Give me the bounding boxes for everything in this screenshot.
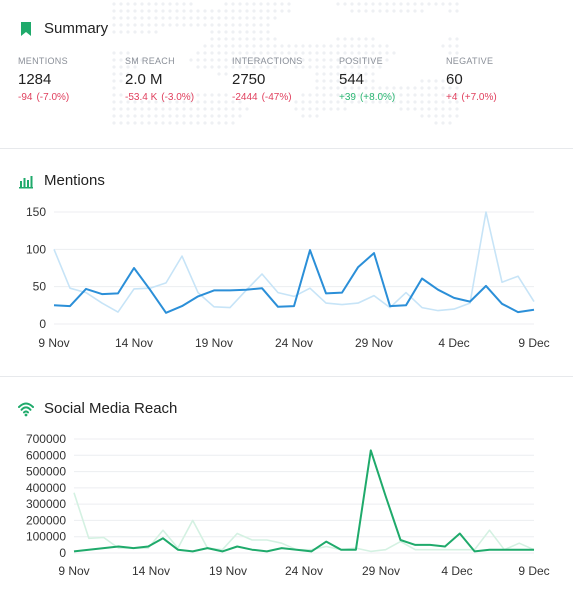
y-tick-label: 500000 (26, 465, 66, 479)
x-tick-label: 14 Nov (132, 564, 170, 578)
divider (0, 376, 573, 377)
y-tick-label: 100 (26, 242, 46, 256)
series-line-previous (53, 211, 535, 313)
x-tick-label: 14 Nov (115, 336, 153, 350)
wifi-icon (18, 402, 34, 416)
mentions-chart: 0 50 100 150 9 Nov 14 Nov 19 Nov 24 Nov 29 Nov 4 … (26, 205, 550, 350)
y-tick-label: 0 (59, 546, 66, 560)
y-tick-label: 0 (39, 317, 46, 331)
stat-label: SM REACH (125, 56, 175, 66)
y-tick-label: 150 (26, 205, 46, 219)
bookmark-icon (21, 21, 31, 36)
stat-delta-percent: (+8.0%) (359, 92, 396, 103)
x-tick-label: 9 Nov (38, 336, 69, 350)
stat-value: 2.0 M (125, 71, 163, 88)
stat-label: POSITIVE (339, 56, 383, 66)
stat-sm-reach: SM REACH 2.0 M -53.4 K (-3.0%) (125, 56, 232, 103)
y-tick-label: 300000 (26, 497, 66, 511)
series-line-current (73, 449, 534, 553)
y-tick-label: 400000 (26, 481, 66, 495)
x-tick-label: 9 Nov (58, 564, 89, 578)
stat-negative: NEGATIVE 60 +4 (+7.0%) (446, 56, 553, 103)
series-line-previous (73, 492, 535, 553)
stat-mentions: MENTIONS 1284 -94 (-7.0%) (18, 56, 125, 103)
series-line-current (53, 249, 535, 314)
x-tick-label: 24 Nov (285, 564, 323, 578)
stat-delta: -94 (-7.0%) (18, 92, 125, 103)
stat-value: 1284 (18, 71, 52, 88)
stat-delta-value: +4 (446, 92, 458, 103)
stat-label: NEGATIVE (446, 56, 494, 66)
x-tick-label: 9 Dec (518, 564, 549, 578)
mentions-header: Mentions (18, 172, 105, 189)
stat-value: 544 (339, 71, 365, 88)
stat-delta: -53.4 K (-3.0%) (125, 92, 232, 103)
stat-delta: +39 (+8.0%) (339, 92, 446, 103)
reach-header: Social Media Reach (18, 400, 177, 417)
x-tick-label: 24 Nov (275, 336, 313, 350)
x-tick-label: 29 Nov (362, 564, 400, 578)
stat-positive: POSITIVE 544 +39 (+8.0%) (339, 56, 446, 103)
x-tick-label: 19 Nov (209, 564, 247, 578)
stat-delta-percent: (+7.0%) (461, 92, 497, 103)
stat-interactions: INTERACTIONS 2750 -2444 (-47%) (232, 56, 339, 103)
y-tick-label: 50 (33, 280, 47, 294)
y-tick-label: 200000 (26, 513, 66, 527)
stat-label: MENTIONS (18, 56, 68, 66)
social-media-reach-chart: 0 100000 200000 300000 400000 500000 600000 700… (26, 432, 550, 578)
stat-value: 60 (446, 71, 463, 88)
x-tick-label: 29 Nov (355, 336, 393, 350)
stat-delta-value: -53.4 K (125, 92, 158, 103)
stat-delta: -2444 (-47%) (232, 92, 339, 103)
reach-title: Social Media Reach (44, 400, 178, 417)
bar-chart-icon (19, 175, 33, 188)
summary-stats: MENTIONS 1284 -94 (-7.0%) SM REACH 2.0 M -53.4… (18, 56, 553, 103)
divider (0, 148, 573, 149)
summary-panel: Summary MENTIONS 1284 -94 (-7.0%) SM REACH 2.… (0, 0, 573, 148)
x-tick-label: 19 Nov (195, 336, 233, 350)
y-tick-label: 700000 (26, 432, 66, 446)
y-tick-label: 600000 (26, 448, 66, 462)
summary-title: Summary (44, 20, 109, 37)
stat-delta-percent: (-47%) (261, 92, 292, 103)
stat-delta: +4 (+7.0%) (446, 92, 553, 103)
stat-label: INTERACTIONS (232, 56, 303, 66)
y-tick-label: 100000 (26, 530, 66, 544)
stat-delta-percent: (-7.0%) (36, 92, 70, 103)
stat-delta-percent: (-3.0%) (161, 92, 195, 103)
stat-delta-value: +39 (339, 92, 356, 103)
stat-delta-value: -2444 (232, 92, 258, 103)
summary-header: Summary (18, 20, 108, 37)
stat-value: 2750 (232, 71, 266, 88)
x-tick-label: 4 Dec (441, 564, 472, 578)
x-tick-label: 4 Dec (438, 336, 469, 350)
x-tick-label: 9 Dec (518, 336, 549, 350)
mentions-title: Mentions (44, 172, 105, 189)
world-map-dots-decoration (112, 2, 459, 125)
stat-delta-value: -94 (18, 92, 33, 103)
